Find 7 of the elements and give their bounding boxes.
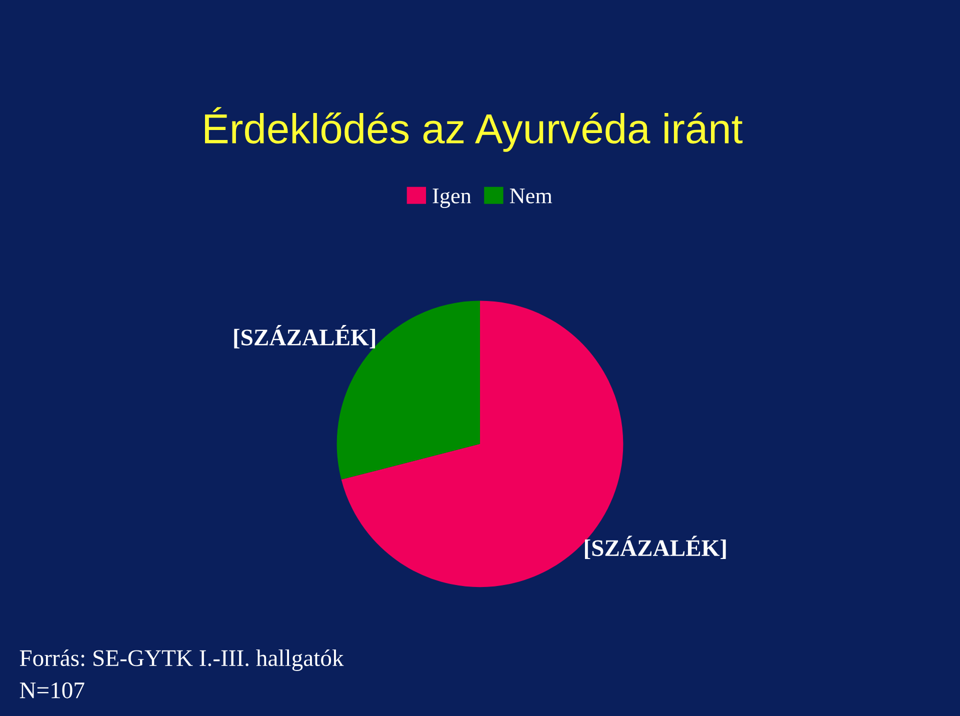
text: N=107 bbox=[20, 682, 84, 698]
text: Forrás: SE-GYTK I.-III. hallgatók bbox=[20, 649, 344, 671]
data-label: [SZÁZALÉK] bbox=[234, 325, 376, 348]
legend-label: Nem bbox=[510, 188, 552, 204]
chart-title: Érdeklődés az Ayurvéda iránt bbox=[205, 107, 743, 152]
legend-label: Igen bbox=[432, 188, 472, 208]
data-label: [SZÁZALÉK] bbox=[584, 536, 726, 560]
